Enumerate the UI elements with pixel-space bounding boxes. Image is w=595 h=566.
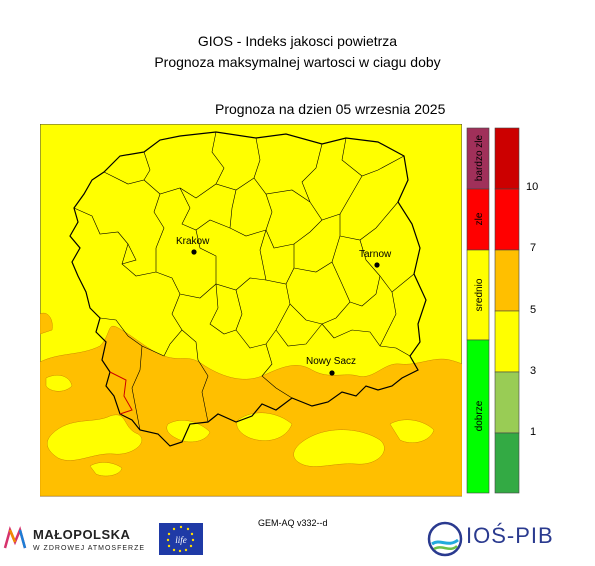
scale-label-10: 10	[526, 181, 539, 193]
map-title: GIOS - Indeks jakosci powietrza	[197, 33, 398, 49]
yellow-pocket-2	[89, 462, 123, 477]
county-borders	[73, 131, 415, 431]
city-tarnow: Tarnow	[359, 249, 392, 268]
yellow-pocket-3	[166, 420, 211, 443]
scale-label-7: 7	[530, 242, 537, 254]
nowy-sacz-label: Nowy Sacz	[306, 356, 356, 367]
label-zle: zle	[474, 212, 485, 225]
city-krakow: Krakow	[176, 236, 210, 255]
forecast-date: Prognoza na dzien 05 wrzesnia 2025	[215, 101, 446, 117]
yellow-pocket-1	[46, 414, 143, 461]
scale-label-1: 1	[530, 426, 537, 438]
numeric-scale	[494, 127, 520, 494]
label-srednio: srednio	[474, 278, 485, 311]
country-border	[109, 371, 133, 415]
num-band-0-1	[494, 432, 520, 494]
life-text: life	[175, 535, 187, 545]
eu-life-logo: life	[159, 523, 203, 555]
yellow-pocket-4	[236, 412, 293, 441]
ios-pib-logo-mark	[427, 521, 463, 557]
yellow-pocket-5	[293, 429, 385, 467]
orange-zone-west	[40, 312, 53, 335]
model-version: GEM-AQ v332--d	[258, 518, 328, 528]
num-band-5-7	[494, 249, 520, 312]
label-dobrze: dobrze	[474, 400, 485, 431]
yellow-pocket-6	[389, 419, 435, 443]
scale-label-3: 3	[530, 365, 537, 377]
voivodeship-border	[69, 131, 427, 447]
krakow-marker	[191, 249, 197, 255]
malopolska-tagline: W ZDROWEJ ATMOSFERZE	[33, 545, 146, 552]
yellow-pocket-7	[45, 375, 73, 392]
ios-pib-name: IOŚ-PIB	[466, 523, 554, 548]
map-subtitle: Prognoza maksymalnej wartosci w ciagu do…	[154, 54, 441, 70]
num-band-1-3	[494, 371, 520, 434]
num-band-10-plus	[494, 127, 520, 190]
malopolska-name: MAŁOPOLSKA	[33, 527, 131, 542]
scale-label-5: 5	[530, 304, 537, 316]
nowy-sacz-marker	[329, 370, 335, 376]
num-band-7-10	[494, 188, 520, 251]
malopolska-logo	[3, 526, 27, 549]
forecast-map: Krakow Tarnow Nowy Sacz	[40, 124, 462, 497]
num-band-3-5	[494, 310, 520, 373]
yellow-pockets	[45, 375, 435, 477]
city-nowy-sacz: Nowy Sacz	[306, 356, 356, 376]
scale-dobrze	[466, 339, 490, 494]
tarnow-marker	[374, 262, 380, 268]
label-bardzo-zle: bardzo zle	[474, 134, 485, 181]
tarnow-label: Tarnow	[359, 249, 392, 260]
quality-scale: bardzo zle zle srednio dobrze	[466, 127, 490, 494]
krakow-label: Krakow	[176, 236, 210, 247]
